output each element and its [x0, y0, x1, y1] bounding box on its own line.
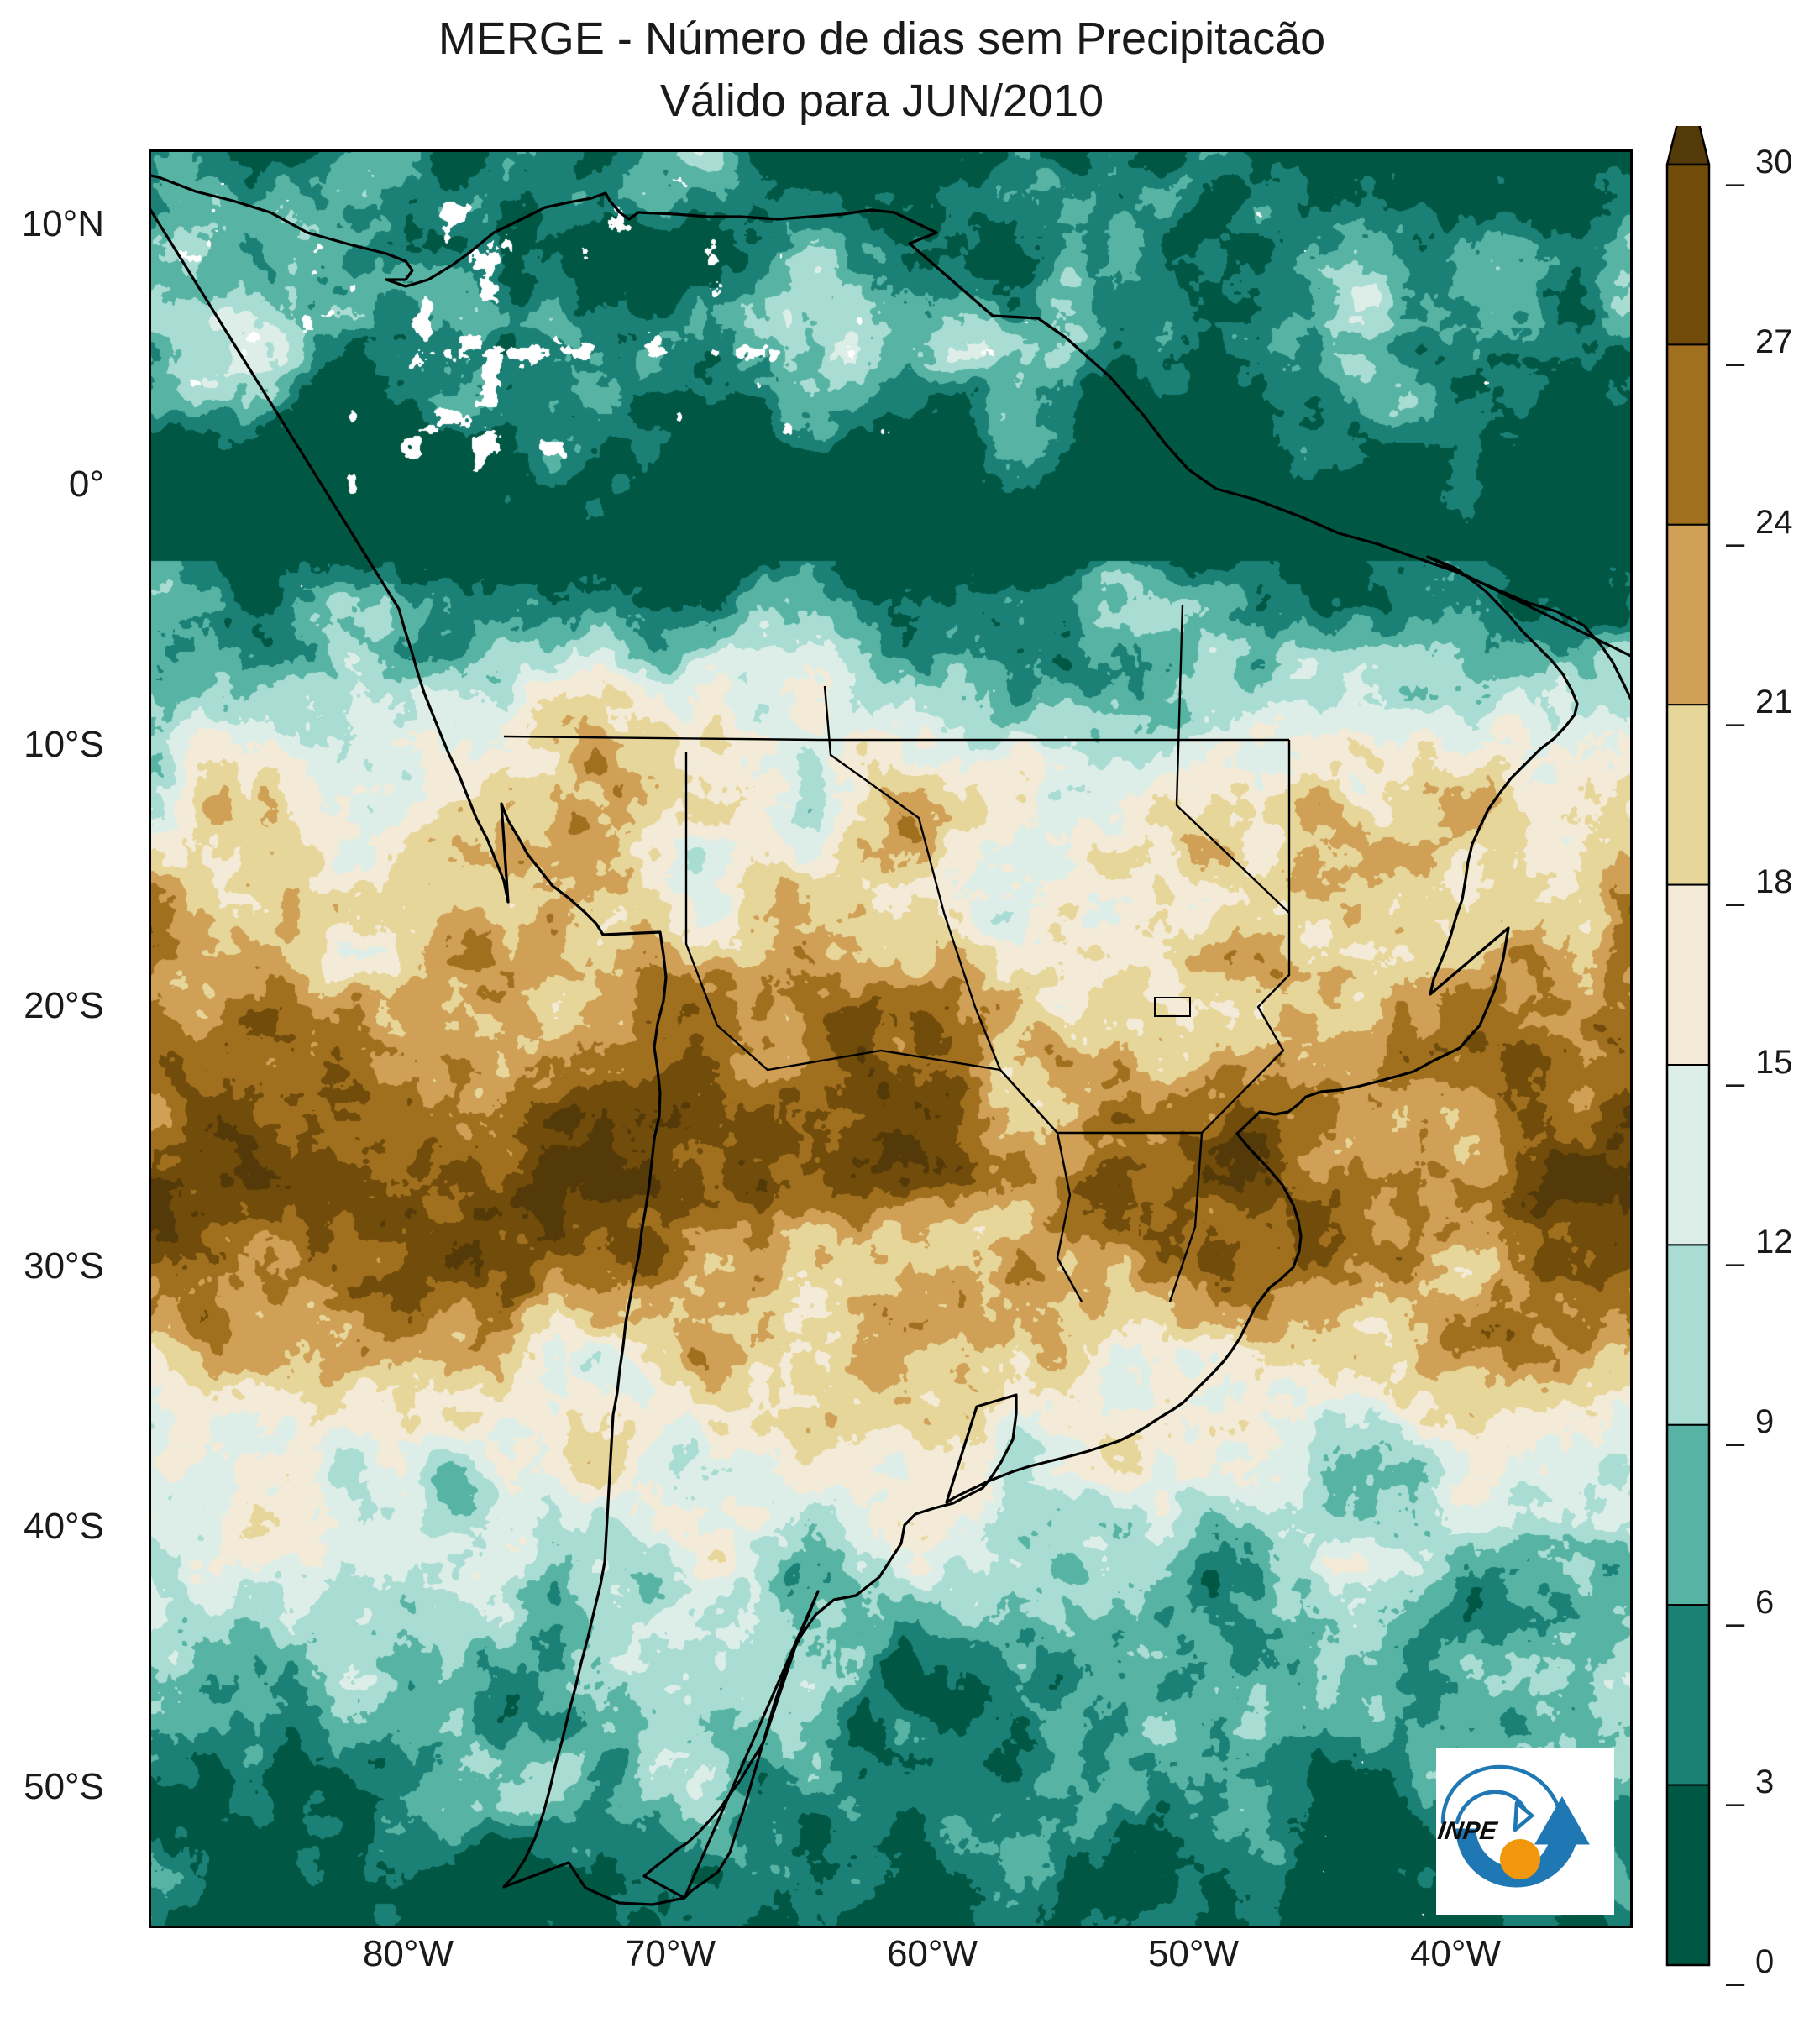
svg-text:INPE: INPE	[1436, 1817, 1499, 1845]
